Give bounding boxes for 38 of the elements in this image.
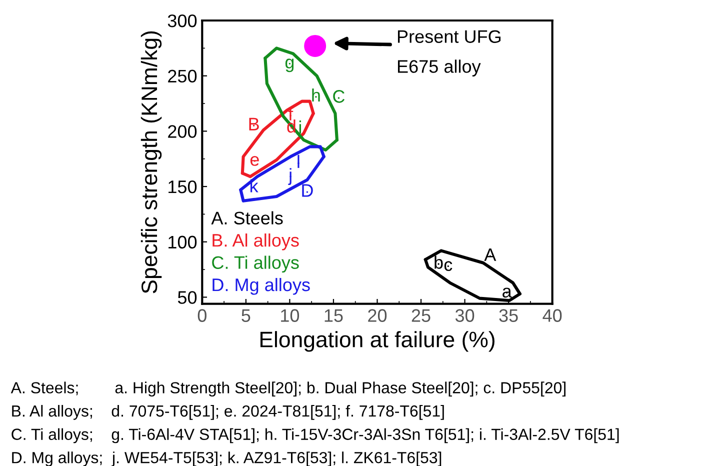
x-tick-label: 10 [281, 309, 300, 322]
x-tick-label: 30 [455, 309, 474, 322]
text: A. Steels; a. High Strength Steel[20]; b. Dual Phase Steel[20]; c. DP55[20] [10, 382, 566, 397]
data-label: D [302, 184, 313, 197]
text: A. Steels [211, 211, 283, 224]
text: D. Mg alloys [212, 278, 310, 295]
data-label: h [312, 88, 320, 102]
y-tick-label: 200 [168, 125, 197, 138]
x-tick-label: 35 [499, 309, 518, 322]
data-label: b [434, 256, 443, 269]
text: B. Al alloys; d. 7075-T6[51]; e. 2024-T81[51]; f. 7178-T6[51] [12, 404, 444, 420]
x-tick-label: 15 [324, 309, 343, 322]
text: C. Ti alloys; g. Ti-6Al-4V STA[51]; h. Ti-15V-3Cr-3Al-3Sn T6[51]; i. Ti-3Al-2.5V T6[51] [12, 428, 619, 444]
y-axis-title: Specific strength (KNm/kg) [140, 31, 162, 294]
x-axis-title: Elongation at failure (%) [260, 331, 494, 352]
x-tick-label: 40 [542, 309, 562, 322]
text: C. Ti alloys [212, 256, 299, 273]
y-tick-label: 250 [168, 70, 197, 83]
data-label: e [250, 156, 259, 166]
data-label: B [249, 118, 259, 130]
data-label: C [333, 90, 345, 103]
data-label: a [502, 288, 512, 298]
data-label: c [444, 261, 452, 272]
annotation: Present UFG E675 alloy [398, 30, 501, 76]
x-tick-label: 0 [198, 309, 206, 322]
text: B. Al alloys [212, 233, 299, 250]
x-tick-label: 25 [412, 309, 430, 322]
data-label: l [298, 154, 300, 168]
x-tick-label: 20 [368, 309, 387, 322]
y-tick-label: 150 [168, 180, 197, 194]
data-label: g [285, 58, 294, 72]
x-tick-label: 5 [242, 309, 250, 322]
y-tick-label: 300 [168, 14, 197, 28]
y-tick-label: 100 [168, 236, 197, 249]
data-label: A [484, 248, 496, 261]
data-label: j [288, 168, 292, 185]
text: D. Mg alloys; j. WE54-T5[53]; k. AZ91-T6[53]; l. ZK61-T6[53] [12, 452, 442, 466]
y-tick-label: 50 [178, 291, 197, 304]
